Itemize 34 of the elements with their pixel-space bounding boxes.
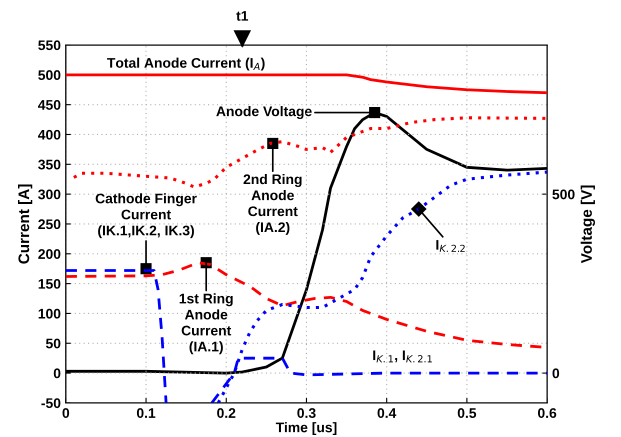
y-tick-label: 150 bbox=[38, 278, 60, 289]
annotation: 2nd Ring Anode Current (IA.2) bbox=[244, 174, 302, 235]
ref-line-label: t1 bbox=[236, 11, 248, 21]
y-tick-label: 400 bbox=[38, 130, 60, 140]
y-tick-label: 200 bbox=[38, 249, 60, 259]
annotation: Anode Voltage bbox=[216, 106, 312, 120]
annotation: I$_{K.2.2}$ bbox=[436, 240, 465, 252]
line-series bbox=[66, 73, 548, 94]
y-tick-label: 100 bbox=[38, 308, 60, 319]
y-tick-label: -50 bbox=[41, 398, 60, 408]
annotation: 1st Ring Anode Current (IA.1) bbox=[180, 293, 233, 354]
y-tick-label: 450 bbox=[38, 100, 60, 110]
y-tick-label: 550 bbox=[38, 40, 60, 50]
y-tick-label: 500 bbox=[38, 70, 60, 80]
annotation: I$_{K.1}$, I$_{K.2.1}$ bbox=[373, 350, 432, 362]
x-tick-label: 0.6 bbox=[538, 408, 556, 418]
y2-tick-label: 0 bbox=[552, 368, 560, 378]
y-tick-label: 250 bbox=[38, 219, 60, 230]
y-tick-label: 300 bbox=[38, 189, 60, 200]
x-tick-label: 0.3 bbox=[297, 408, 316, 418]
y-tick-label: 50 bbox=[46, 338, 60, 348]
y2-axis-title: Voltage [V] bbox=[580, 185, 595, 264]
x-tick-label: 0.1 bbox=[136, 408, 156, 418]
x-axis-title: Time [us] bbox=[276, 422, 336, 436]
x-tick-label: 0.2 bbox=[217, 408, 236, 418]
annotation: Cathode Finger Current (IK.1,IK.2, IK.3) bbox=[96, 193, 197, 238]
y-tick-label: 350 bbox=[38, 160, 60, 170]
x-tick-label: 0.4 bbox=[378, 408, 396, 418]
annotation: Total Anode Current (I$_{A}$) bbox=[107, 58, 265, 71]
x-tick-label: 0 bbox=[62, 408, 70, 418]
y2-tick-label: 500 bbox=[552, 189, 575, 200]
y-axis-title: Current [A] bbox=[18, 184, 32, 264]
y-tick-label: 0 bbox=[54, 368, 60, 378]
x-tick-label: 0.5 bbox=[458, 408, 476, 418]
